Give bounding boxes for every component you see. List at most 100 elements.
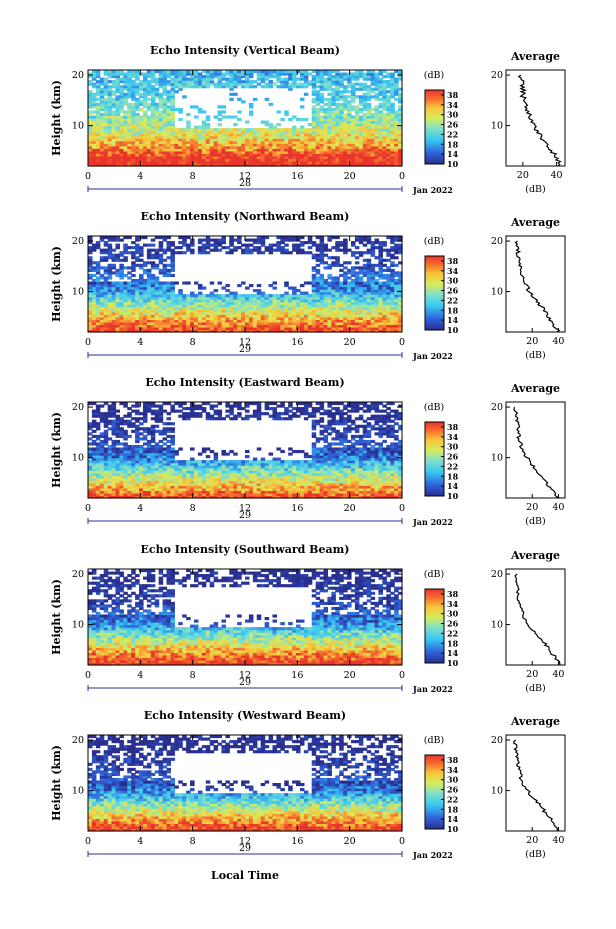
heatmap-cell xyxy=(319,281,325,285)
heatmap-cell xyxy=(193,133,199,137)
heatmap-cell xyxy=(382,87,387,91)
heatmap-cell xyxy=(311,326,317,331)
heatmap-cell xyxy=(166,495,172,499)
heatmap-cell xyxy=(386,118,391,122)
heatmap-cell xyxy=(315,487,321,492)
heatmap-cell xyxy=(260,241,266,245)
heatmap-cell xyxy=(248,85,254,89)
heatmap-cell xyxy=(119,311,124,315)
heatmap-cell xyxy=(201,329,207,333)
heatmap-cell xyxy=(205,150,211,154)
heatmap-cell xyxy=(123,145,128,149)
heatmap-cell xyxy=(174,487,179,492)
heatmap-cell xyxy=(107,263,113,267)
heatmap-cell xyxy=(119,487,124,492)
heatmap-cell xyxy=(343,492,348,497)
heatmap-cell xyxy=(162,135,168,139)
heatmap-cell xyxy=(315,90,321,94)
heatmap-cell xyxy=(307,490,313,494)
heatmap-cell xyxy=(142,286,148,290)
heatmap-cell xyxy=(103,487,109,492)
heatmap-cell xyxy=(327,160,332,165)
heatmap-cell xyxy=(150,485,156,489)
heatmap-cell xyxy=(311,306,317,310)
heatmap-cell xyxy=(146,311,152,315)
heatmap-cell xyxy=(197,490,203,494)
heatmap-cell xyxy=(390,120,395,124)
heatmap-cell xyxy=(315,301,321,305)
heatmap-cell xyxy=(88,261,93,265)
heatmap-cell xyxy=(299,321,305,326)
heatmap-cell xyxy=(386,306,391,310)
heatmap-cell xyxy=(99,495,105,499)
heatmap-cell xyxy=(374,143,380,147)
heatmap-cell xyxy=(390,296,395,300)
heatmap-cell xyxy=(217,133,223,137)
heatmap-cell xyxy=(158,256,164,260)
heatmap-cell xyxy=(358,100,364,104)
heatmap-cell xyxy=(268,329,274,333)
heatmap-cell xyxy=(111,82,117,86)
heatmap-cell xyxy=(252,70,258,74)
heatmap-cell xyxy=(370,145,376,149)
heatmap-cell xyxy=(115,289,120,293)
heatmap-cell xyxy=(95,87,101,91)
heatmap-cell xyxy=(88,266,93,270)
heatmap-cell xyxy=(398,284,403,288)
heatmap-cell xyxy=(319,128,325,132)
heatmap-cell xyxy=(150,70,156,74)
heatmap-cell xyxy=(276,153,281,157)
heatmap-cell xyxy=(201,492,207,497)
heatmap-cell xyxy=(296,296,301,300)
heatmap-cell xyxy=(374,123,380,127)
heatmap-cell xyxy=(91,100,97,104)
average-profile-line xyxy=(517,74,562,167)
heatmap-cell xyxy=(115,306,120,310)
heatmap-cell xyxy=(299,311,305,315)
heatmap-cell xyxy=(88,301,93,305)
heatmap-cell xyxy=(178,143,183,147)
heatmap-cell xyxy=(229,158,234,162)
heatmap-cell xyxy=(386,138,391,142)
heatmap-cell xyxy=(166,263,172,267)
heatmap-cell xyxy=(303,72,309,76)
heatmap-cell xyxy=(115,85,120,89)
heatmap-cell xyxy=(307,128,313,132)
heatmap-cell xyxy=(303,118,309,122)
heatmap-cell xyxy=(398,153,403,157)
heatmap-cell xyxy=(378,311,383,315)
heatmap-cell xyxy=(248,487,254,492)
heatmap-cell xyxy=(362,319,368,323)
heatmap-cell xyxy=(292,77,297,81)
heatmap-cell xyxy=(88,135,93,139)
heatmap-cell xyxy=(154,107,160,112)
heatmap-cell xyxy=(268,246,274,250)
heatmap-cell xyxy=(327,100,332,104)
heatmap-cell xyxy=(111,326,117,331)
heatmap-cell xyxy=(354,130,360,134)
heatmap-cell xyxy=(217,294,223,298)
heatmap-cell xyxy=(378,319,383,323)
heatmap-cell xyxy=(119,123,124,127)
heatmap-cell xyxy=(331,95,336,99)
heatmap-cell xyxy=(190,301,195,305)
heatmap-cell xyxy=(315,145,321,149)
heatmap-cell xyxy=(229,492,234,497)
heatmap-cell xyxy=(201,145,207,149)
heatmap-cell xyxy=(354,266,360,270)
heatmap-cell xyxy=(347,294,352,298)
heatmap-cell xyxy=(197,128,203,132)
heatmap-cell xyxy=(398,112,403,117)
heatmap-cell xyxy=(303,130,309,134)
heatmap-cell xyxy=(162,80,168,84)
heatmap-cell xyxy=(394,97,399,101)
heatmap-cell xyxy=(135,145,140,149)
heatmap-cell xyxy=(139,236,144,240)
heatmap-cell xyxy=(299,248,305,252)
heatmap-cell xyxy=(362,321,368,326)
heatmap-cell xyxy=(343,485,348,489)
heatmap-cell xyxy=(307,487,313,492)
heatmap-cell xyxy=(284,110,289,114)
heatmap-cell xyxy=(315,246,321,250)
heatmap-cell xyxy=(350,296,356,300)
